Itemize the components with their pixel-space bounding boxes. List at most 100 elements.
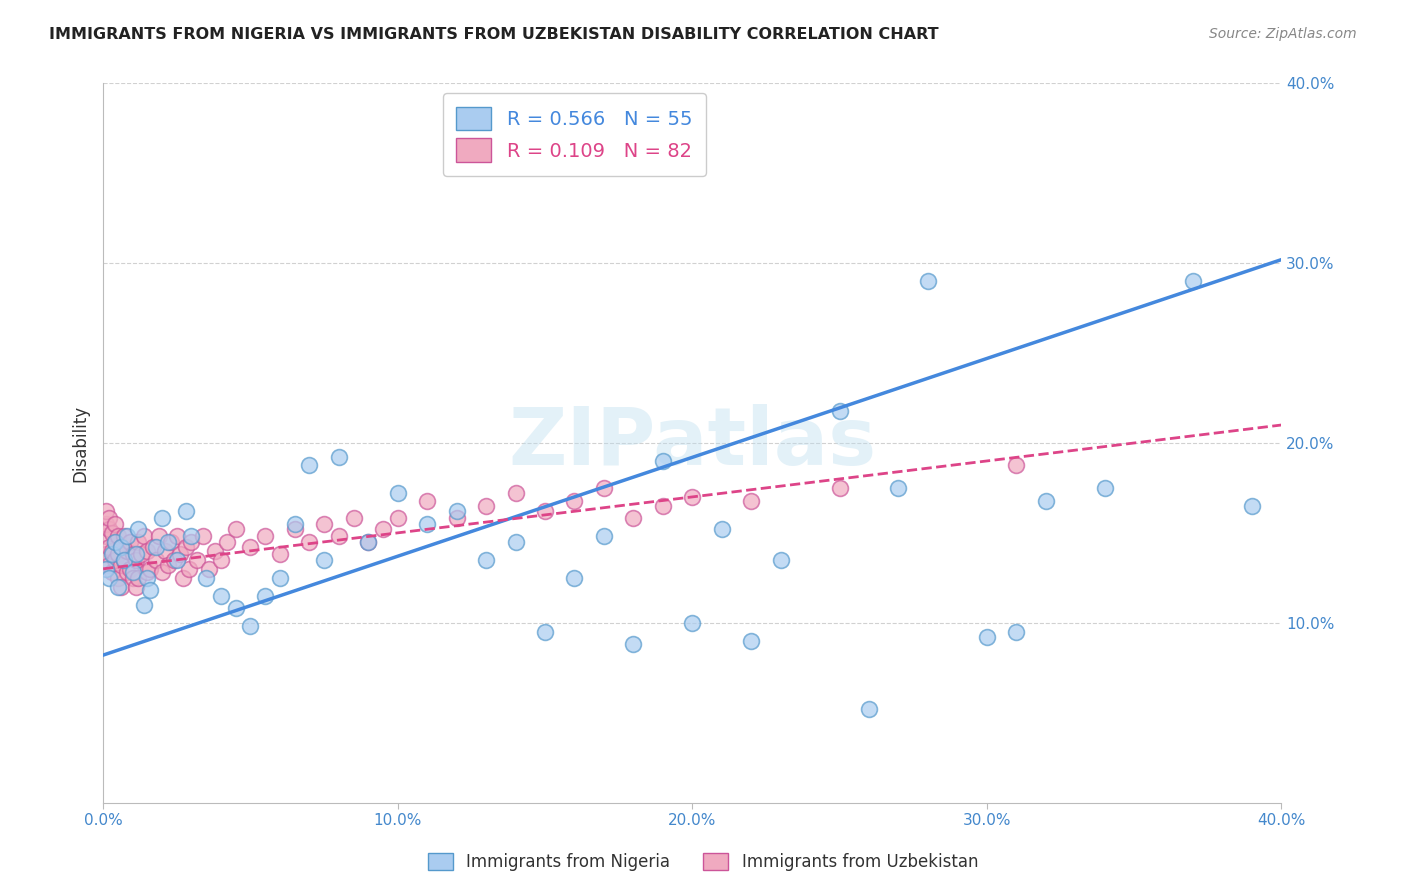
Point <box>446 511 468 525</box>
Point <box>118 562 141 576</box>
Point <box>858 702 880 716</box>
Point <box>416 516 439 531</box>
Point <box>681 615 703 630</box>
Point <box>593 481 616 495</box>
Point <box>371 522 394 536</box>
Point <box>142 541 165 555</box>
Point <box>505 534 527 549</box>
Point <box>112 553 135 567</box>
Point <box>94 529 117 543</box>
Point <box>145 541 167 555</box>
Point <box>101 525 124 540</box>
Legend: R = 0.566   N = 55, R = 0.109   N = 82: R = 0.566 N = 55, R = 0.109 N = 82 <box>443 93 706 176</box>
Point <box>110 541 132 555</box>
Point <box>976 630 998 644</box>
Point <box>124 548 146 562</box>
Point <box>98 571 121 585</box>
Point <box>209 589 232 603</box>
Point <box>193 529 215 543</box>
Point <box>139 583 162 598</box>
Point <box>740 493 762 508</box>
Text: Source: ZipAtlas.com: Source: ZipAtlas.com <box>1209 27 1357 41</box>
Point <box>166 553 188 567</box>
Point <box>101 544 124 558</box>
Point <box>136 566 159 580</box>
Point <box>118 534 141 549</box>
Point <box>357 534 380 549</box>
Point <box>94 504 117 518</box>
Point <box>357 534 380 549</box>
Point <box>104 553 127 567</box>
Point <box>534 504 557 518</box>
Point <box>298 534 321 549</box>
Point <box>110 541 132 555</box>
Point <box>110 580 132 594</box>
Point <box>174 541 197 555</box>
Point <box>121 566 143 580</box>
Point <box>505 486 527 500</box>
Point <box>115 544 138 558</box>
Point <box>180 534 202 549</box>
Point <box>134 598 156 612</box>
Point <box>1182 274 1205 288</box>
Point <box>177 562 200 576</box>
Text: ZIPatlas: ZIPatlas <box>508 404 876 482</box>
Point <box>148 529 170 543</box>
Point <box>298 458 321 472</box>
Point <box>1035 493 1057 508</box>
Point <box>621 637 644 651</box>
Point <box>593 529 616 543</box>
Point <box>621 511 644 525</box>
Point <box>98 511 121 525</box>
Point <box>127 522 149 536</box>
Point <box>387 486 409 500</box>
Point <box>94 516 117 531</box>
Point <box>174 504 197 518</box>
Point <box>254 589 277 603</box>
Point <box>328 450 350 465</box>
Point <box>115 566 138 580</box>
Point <box>94 548 117 562</box>
Point <box>342 511 364 525</box>
Point <box>651 454 673 468</box>
Point <box>98 522 121 536</box>
Point <box>204 544 226 558</box>
Point <box>681 490 703 504</box>
Point <box>917 274 939 288</box>
Point <box>651 499 673 513</box>
Point <box>160 534 183 549</box>
Legend: Immigrants from Nigeria, Immigrants from Uzbekistan: Immigrants from Nigeria, Immigrants from… <box>419 845 987 880</box>
Point <box>150 566 173 580</box>
Point <box>312 553 335 567</box>
Point <box>107 580 129 594</box>
Point <box>225 522 247 536</box>
Point <box>198 562 221 576</box>
Y-axis label: Disability: Disability <box>72 404 89 482</box>
Point <box>1005 624 1028 639</box>
Point <box>131 548 153 562</box>
Point <box>124 553 146 567</box>
Point <box>107 529 129 543</box>
Point <box>564 493 586 508</box>
Point <box>127 534 149 549</box>
Point <box>887 481 910 495</box>
Point <box>104 534 127 549</box>
Point <box>328 529 350 543</box>
Point <box>134 529 156 543</box>
Point <box>284 522 307 536</box>
Point <box>121 548 143 562</box>
Point <box>145 553 167 567</box>
Point <box>172 571 194 585</box>
Point <box>446 504 468 518</box>
Text: IMMIGRANTS FROM NIGERIA VS IMMIGRANTS FROM UZBEKISTAN DISABILITY CORRELATION CHA: IMMIGRANTS FROM NIGERIA VS IMMIGRANTS FR… <box>49 27 939 42</box>
Point <box>124 580 146 594</box>
Point <box>156 558 179 573</box>
Point <box>475 553 498 567</box>
Point <box>710 522 733 536</box>
Point <box>101 566 124 580</box>
Point <box>110 558 132 573</box>
Point <box>163 553 186 567</box>
Point <box>1094 481 1116 495</box>
Point <box>828 481 851 495</box>
Point <box>225 601 247 615</box>
